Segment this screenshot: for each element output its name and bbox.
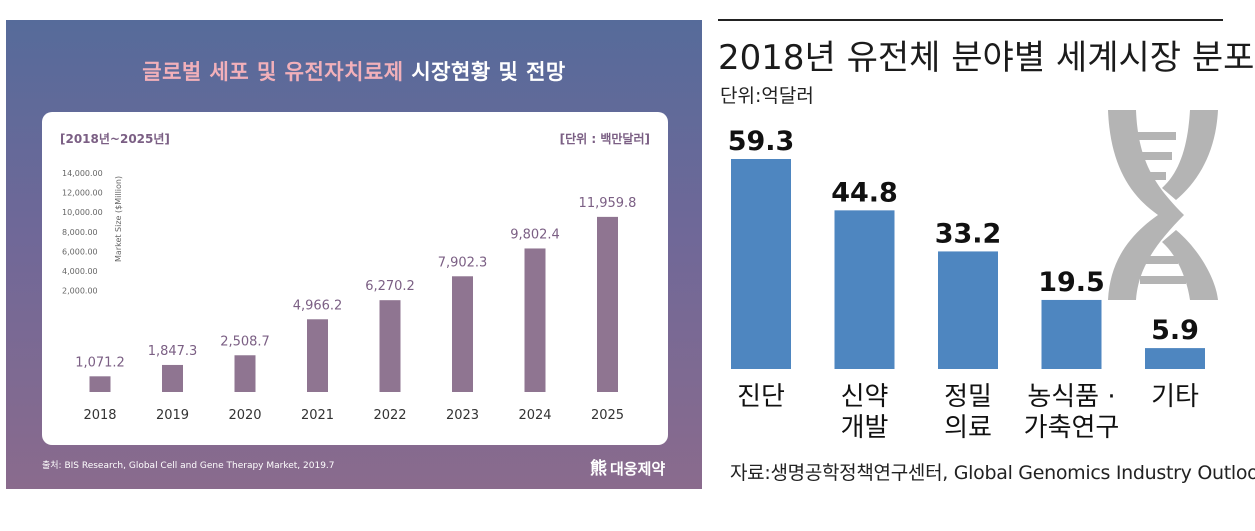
dna-rung [1134, 152, 1172, 160]
bar-value-label: 4,966.2 [293, 298, 343, 313]
x-tick-label: 신약 [841, 382, 889, 412]
bar-value-label: 2,508.7 [220, 334, 270, 349]
x-tick-label: 의료 [944, 413, 992, 443]
right-chart-panel: 2018년 유전체 분야별 세계시장 분포 단위:억달러 59.3 진단 44.8 신… [714, 0, 1255, 531]
bar-value-label: 1,071.2 [75, 355, 125, 370]
dna-strand-right [1162, 110, 1218, 200]
dna-icon [1108, 110, 1218, 300]
y-tick-label: 8,000.00 [62, 228, 98, 237]
x-tick-label: 2019 [156, 408, 189, 423]
left-title-rest: 시장현황 및 전망 [403, 60, 566, 84]
bar [524, 248, 546, 392]
left-chart-card: [2018년~2025년] [단위 : 백만달러] 14,000.00 12,00… [42, 112, 668, 445]
left-bar-chart: 14,000.00 12,000.00 10,000.00 8,000.00 6,000… [62, 169, 637, 423]
bar [452, 276, 473, 392]
bar [938, 251, 998, 369]
bar [234, 355, 256, 392]
x-tick-label: 2021 [301, 408, 334, 423]
dna-strand-right-lower [1162, 230, 1218, 300]
y-tick-label: 12,000.00 [62, 189, 103, 198]
bar-value-label: 44.8 [831, 177, 898, 208]
right-chart-title: 2018년 유전체 분야별 세계시장 분포 [718, 38, 1255, 78]
logo-text: 대웅제약 [610, 460, 666, 478]
dna-rung [1130, 132, 1176, 140]
bar [162, 364, 183, 392]
x-tick-label: 정밀 [944, 382, 992, 412]
bar [89, 376, 111, 392]
x-tick-label: 가축연구 [1024, 413, 1120, 443]
left-chart-title: 글로벌 세포 및 유전자치료제 시장현황 및 전망 [6, 56, 702, 86]
right-unit-label: 단위:억달러 [720, 85, 814, 107]
left-title-highlight: 글로벌 세포 및 유전자치료제 [142, 60, 404, 84]
x-tick-label: 기타 [1151, 382, 1199, 412]
dna-strand-left [1108, 110, 1184, 300]
y-axis-label: Market Size ($Million) [114, 176, 123, 262]
bar [834, 210, 895, 369]
left-chart-panel: 글로벌 세포 및 유전자치료제 시장현황 및 전망 [2018년~2025년] … [6, 20, 702, 489]
bar-value-label: 33.2 [935, 218, 1002, 249]
x-tick-label: 2023 [446, 408, 479, 423]
bar [597, 216, 618, 392]
y-tick-label: 10,000.00 [62, 208, 103, 217]
x-tick-label: 진단 [737, 382, 785, 412]
daewoong-logo: 熊 대웅제약 [590, 454, 665, 479]
bar [1041, 299, 1102, 369]
bar-value-label: 7,902.3 [438, 255, 488, 270]
x-tick-label: 2018 [83, 408, 116, 423]
bar [379, 300, 401, 392]
bar-value-label: 6,270.2 [365, 279, 415, 294]
left-source-note: 출처: BIS Research, Global Cell and Gene T… [42, 461, 335, 471]
bar-value-label: 19.5 [1038, 267, 1105, 298]
bar-value-label: 59.3 [728, 126, 795, 157]
bar-value-label: 11,959.8 [579, 196, 637, 211]
daewoong-logo-icon: 熊 [590, 459, 607, 479]
bar [731, 159, 791, 369]
title-rule [718, 19, 1223, 21]
bar-value-label: 5.9 [1151, 315, 1199, 346]
x-tick-label: 2025 [591, 408, 624, 423]
x-tick-label: 2022 [373, 408, 406, 423]
x-tick-label: 개발 [841, 413, 889, 443]
dna-rung [1142, 172, 1166, 180]
bar [307, 319, 328, 392]
y-tick-label: 4,000.00 [62, 267, 98, 276]
left-unit-label: [단위 : 백만달러] [559, 132, 650, 146]
dna-rung [1140, 276, 1186, 284]
x-tick-label: 농식품 · [1027, 382, 1115, 412]
bar [1145, 348, 1205, 369]
bar-value-label: 1,847.3 [148, 344, 198, 359]
left-range-label: [2018년~2025년] [60, 132, 170, 146]
bar-value-label: 9,802.4 [510, 227, 560, 242]
dna-rung [1144, 256, 1178, 264]
right-source-note: 자료:생명공학정책연구센터, Global Genomics Industry … [730, 462, 1255, 484]
x-tick-label: 2020 [228, 408, 261, 423]
y-tick-label: 2,000.00 [62, 287, 98, 296]
y-tick-label: 14,000.00 [62, 169, 103, 178]
x-tick-label: 2024 [518, 408, 551, 423]
y-tick-label: 6,000.00 [62, 247, 98, 256]
